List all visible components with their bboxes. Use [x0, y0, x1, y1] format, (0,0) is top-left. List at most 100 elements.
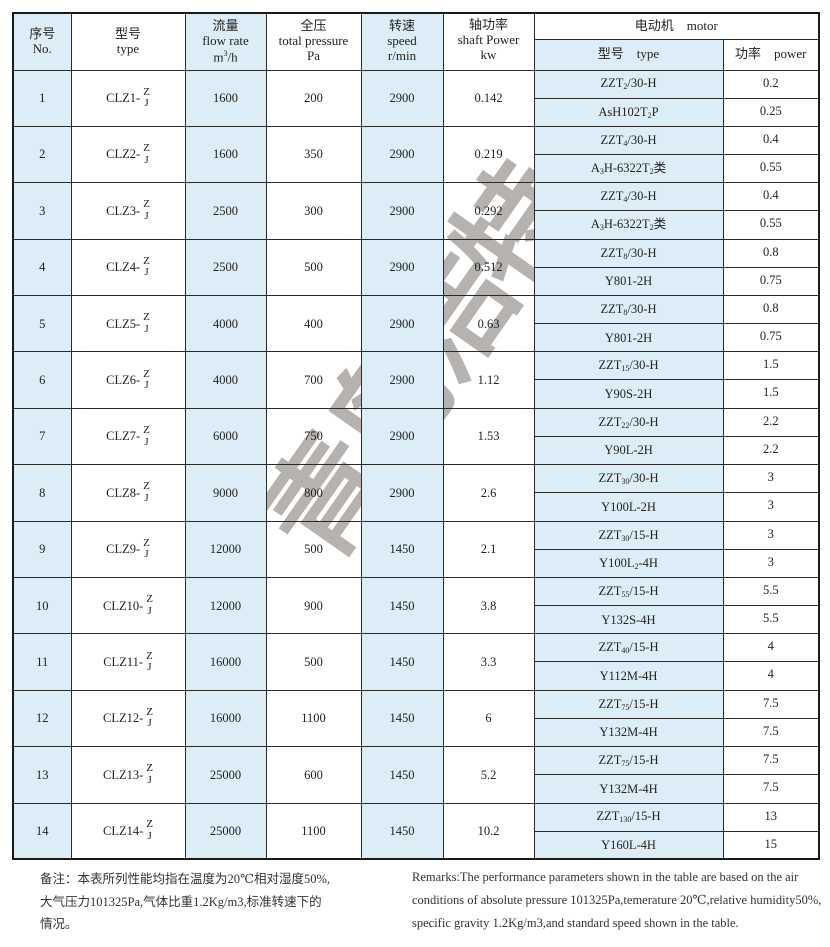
model-variant: J — [144, 153, 149, 166]
model-variant: Z — [143, 480, 150, 493]
cell-flow: 12000 — [184, 577, 267, 635]
table-subrow: Y100L-2H 3 — [13, 492, 820, 522]
header-row: 序号 No. 型号 type 流量 flow rate m3/h 全压 total pre… — [12, 12, 820, 71]
motor-type-text: Y801-2H — [604, 330, 653, 345]
motor-type-subscript: 3 — [599, 223, 604, 233]
motor-type-text: /30-H — [627, 132, 657, 147]
cell-speed: 2900 — [360, 238, 444, 297]
header-speed: 转速 speed r/min — [360, 12, 444, 71]
header-speed-en: speed — [387, 33, 417, 49]
cell-flow: 4000 — [184, 351, 267, 409]
motor-type-text: ZZT — [598, 640, 622, 655]
cell-motor-power: 5.5 — [722, 577, 820, 607]
model-name: CLZ5- Z J — [106, 312, 150, 335]
header-power-unit: kw — [480, 46, 497, 62]
cell-motor-type: Y132M-4H — [533, 774, 724, 804]
motor-type-subscript: 2 — [649, 166, 654, 176]
note-line: Remarks:The performance parameters shown… — [412, 870, 799, 884]
model-name: CLZ4- Z J — [106, 254, 150, 279]
model-variant: J — [144, 209, 149, 222]
motor-type-subscript: 130 — [619, 815, 632, 825]
model-variant: J — [144, 266, 149, 279]
cell-model: CLZ9- Z J — [70, 520, 186, 579]
cell-motor-type: ZZT4/30-H — [533, 182, 724, 212]
cell-motor-power: 7.5 — [722, 774, 820, 804]
model-prefix: CLZ8- — [106, 485, 141, 500]
model-variant: Z — [143, 311, 150, 324]
cell-no: 9 — [12, 520, 72, 579]
flow-unit-sup: 3 — [223, 48, 228, 58]
cell-shaft-power: 0.219 — [442, 125, 535, 184]
model-prefix: CLZ10- — [102, 598, 144, 613]
cell-motor-power: 15 — [722, 830, 820, 860]
cell-motor-type: ZZT4/30-H — [533, 125, 724, 155]
cell-no: 2 — [12, 125, 72, 184]
cell-pressure: 800 — [265, 464, 362, 522]
motor-type-text: ZZT — [598, 753, 622, 768]
header-type-zh: 型号 — [114, 25, 141, 41]
cell-pressure: 500 — [265, 520, 362, 579]
header-pressure-en: total pressure — [278, 33, 349, 49]
model-variant: J — [147, 661, 152, 674]
table-subrow: Y112M-4H 4 — [13, 661, 820, 691]
table-row: 8 CLZ8- Z J 9000 800 2900 2.6 ZZT30/30-H 3 — [12, 464, 820, 522]
table-row: 4 CLZ4- Z J 2500 500 2900 0.512 ZZT8/30-H 0.8 — [12, 238, 820, 297]
motor-type-subscript: 3 — [599, 166, 604, 176]
table-subrow: A3H-6322T2类 0.55 — [13, 210, 820, 240]
cell-shaft-power: 6 — [442, 689, 535, 748]
table-subrow: AsH102T2P 0.25 — [13, 97, 820, 127]
model-name: CLZ10- Z J — [103, 594, 153, 617]
motor-type-text: H-6322T — [603, 160, 650, 175]
header-motor: 电动机 motor — [533, 12, 820, 40]
cell-pressure: 500 — [265, 238, 362, 297]
cell-motor-power: 2.2 — [722, 435, 820, 466]
cell-motor-type: Y90S-2H — [533, 379, 724, 409]
motor-type-text: /15-H — [631, 809, 661, 824]
header-speed-unit: r/min — [387, 48, 417, 64]
motor-type-text: ZZT — [598, 471, 622, 486]
header-pressure-zh: 全压 — [300, 18, 327, 34]
cell-pressure: 200 — [265, 69, 362, 127]
model-variant: Z — [146, 762, 153, 775]
motor-type-text: Y90L-2H — [604, 443, 653, 458]
motor-type-text: ZZT — [598, 527, 622, 542]
motor-type-text: Y132M-4H — [599, 781, 658, 796]
model-variant: Z — [143, 254, 150, 267]
cell-shaft-power: 10.2 — [442, 802, 535, 860]
cell-motor-type: Y801-2H — [533, 323, 724, 353]
header-motor-power: 功率 power — [722, 38, 820, 71]
model-variant: Z — [143, 423, 150, 436]
cell-motor-power: 0.8 — [722, 295, 820, 325]
cell-no: 6 — [12, 351, 72, 409]
motor-type-text: /15-H — [629, 583, 659, 598]
cell-model: CLZ10- Z J — [70, 577, 186, 635]
model-name: CLZ8- Z J — [106, 481, 150, 504]
table-row: 12 CLZ12- Z J 16000 1100 1450 6 ZZT75/15-H 7.5 — [12, 689, 820, 748]
cell-motor-type: Y801-2H — [533, 266, 724, 297]
motor-type-subscript: 8 — [623, 251, 628, 261]
motor-type-text: 类 — [653, 160, 667, 175]
cell-motor-power: 4 — [722, 661, 820, 691]
cell-pressure: 1100 — [265, 689, 362, 748]
motor-type-subscript: 8 — [623, 307, 628, 317]
motor-type-text: ZZT — [600, 245, 624, 260]
table-subrow: Y100L2-4H 3 — [13, 548, 820, 579]
header-flow-unit: m3/h — [186, 49, 266, 65]
cell-motor-power: 0.2 — [722, 69, 820, 99]
cell-motor-type: A3H-6322T2类 — [533, 210, 724, 240]
motor-type-subscript: 2 — [623, 82, 628, 92]
model-prefix: CLZ7- — [106, 429, 141, 444]
cell-speed: 1450 — [360, 520, 444, 579]
cell-motor-type: ZZT22/30-H — [533, 407, 724, 437]
cell-motor-type: ZZT8/30-H — [533, 238, 724, 268]
motor-type-text: Y801-2H — [604, 274, 653, 289]
cell-model: CLZ1- Z J — [70, 69, 186, 127]
model-name: CLZ7- Z J — [106, 423, 150, 448]
cell-motor-type: Y160L-4H — [533, 830, 724, 860]
cell-no: 13 — [12, 746, 72, 804]
table-row: 10 CLZ10- Z J 12000 900 1450 3.8 ZZT55/15-H 5.5 — [12, 577, 820, 635]
header-no-en: No. — [32, 40, 52, 56]
